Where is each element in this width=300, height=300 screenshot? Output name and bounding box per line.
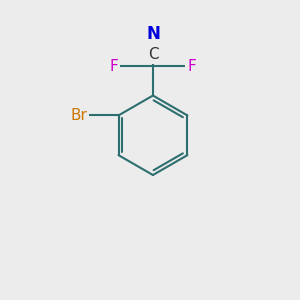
Text: Br: Br <box>70 108 87 123</box>
Text: F: F <box>188 58 197 74</box>
Text: F: F <box>110 58 118 74</box>
Text: C: C <box>148 47 158 62</box>
Text: N: N <box>146 25 160 43</box>
